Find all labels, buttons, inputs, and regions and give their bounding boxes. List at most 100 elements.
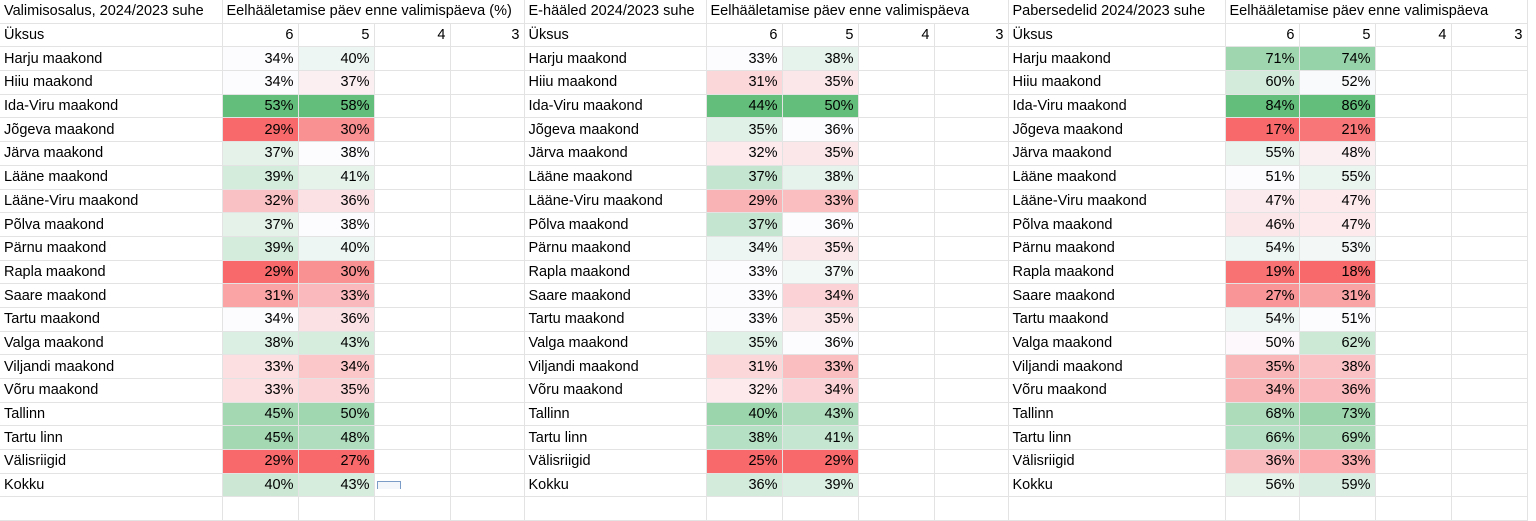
unit-name-cell[interactable]: Rapla maakond — [524, 260, 707, 285]
day-column-header[interactable]: 6 — [706, 23, 783, 48]
section-subtitle-evotes[interactable]: Eelhääletamise päev enne valimispäeva — [706, 0, 1009, 24]
percent-cell[interactable]: 31% — [222, 283, 299, 308]
unit-name-cell[interactable]: Ida-Viru maakond — [0, 94, 223, 119]
percent-cell[interactable]: 35% — [782, 236, 859, 261]
percent-cell[interactable]: 41% — [298, 165, 375, 190]
unit-name-cell[interactable]: Tallinn — [524, 402, 707, 427]
unit-name-cell[interactable]: Lääne-Viru maakond — [524, 189, 707, 214]
empty-cell[interactable] — [706, 496, 783, 521]
empty-cell[interactable] — [1375, 378, 1452, 403]
day-column-header[interactable]: 3 — [934, 23, 1009, 48]
percent-cell[interactable]: 35% — [782, 141, 859, 166]
empty-cell[interactable] — [1451, 236, 1528, 261]
empty-cell[interactable] — [934, 189, 1009, 214]
percent-cell[interactable]: 34% — [222, 46, 299, 72]
percent-cell[interactable]: 17% — [1225, 117, 1300, 143]
percent-cell[interactable]: 45% — [222, 425, 299, 451]
empty-cell[interactable] — [374, 117, 451, 143]
empty-cell[interactable] — [1451, 354, 1528, 379]
percent-cell[interactable]: 50% — [1225, 331, 1300, 356]
empty-cell[interactable] — [934, 473, 1009, 498]
empty-cell[interactable] — [374, 165, 451, 190]
percent-cell[interactable]: 29% — [222, 117, 299, 143]
empty-cell[interactable] — [450, 236, 525, 261]
percent-cell[interactable]: 44% — [706, 94, 783, 119]
percent-cell[interactable]: 33% — [222, 378, 299, 403]
empty-cell[interactable] — [1225, 496, 1300, 521]
day-column-header[interactable]: 3 — [1451, 23, 1528, 48]
percent-cell[interactable]: 38% — [222, 331, 299, 356]
empty-cell[interactable] — [1451, 402, 1528, 427]
unit-name-cell[interactable]: Lääne maakond — [524, 165, 707, 190]
percent-cell[interactable]: 69% — [1299, 425, 1376, 451]
percent-cell[interactable]: 86% — [1299, 94, 1376, 119]
percent-cell[interactable]: 36% — [298, 307, 375, 332]
unit-name-cell[interactable]: Tartu maakond — [0, 307, 223, 332]
empty-cell[interactable] — [1375, 70, 1452, 95]
empty-cell[interactable] — [1451, 331, 1528, 356]
empty-cell[interactable] — [450, 354, 525, 379]
percent-cell[interactable]: 39% — [782, 473, 859, 498]
percent-cell[interactable]: 59% — [1299, 473, 1376, 498]
day-column-header[interactable]: 4 — [858, 23, 935, 48]
empty-cell[interactable] — [450, 283, 525, 308]
percent-cell[interactable]: 38% — [782, 46, 859, 72]
day-column-header[interactable]: 6 — [1225, 23, 1300, 48]
percent-cell[interactable]: 34% — [782, 283, 859, 308]
empty-cell[interactable] — [450, 212, 525, 237]
unit-name-cell[interactable]: Lääne maakond — [1008, 165, 1226, 190]
percent-cell[interactable]: 35% — [782, 307, 859, 332]
percent-cell[interactable]: 31% — [706, 354, 783, 379]
unit-name-cell[interactable]: Kokku — [524, 473, 707, 498]
percent-cell[interactable]: 55% — [1225, 141, 1300, 166]
percent-cell[interactable]: 51% — [1299, 307, 1376, 332]
percent-cell[interactable]: 34% — [1225, 378, 1300, 403]
percent-cell[interactable]: 18% — [1299, 260, 1376, 285]
unit-name-cell[interactable]: Tartu maakond — [524, 307, 707, 332]
unit-name-cell[interactable]: Ida-Viru maakond — [524, 94, 707, 119]
empty-cell[interactable] — [450, 70, 525, 95]
empty-cell[interactable] — [1375, 331, 1452, 356]
percent-cell[interactable]: 50% — [782, 94, 859, 119]
empty-cell[interactable] — [1451, 46, 1528, 72]
unit-name-cell[interactable]: Võru maakond — [0, 378, 223, 403]
empty-cell[interactable] — [934, 70, 1009, 95]
empty-cell[interactable] — [1375, 236, 1452, 261]
empty-cell[interactable] — [934, 331, 1009, 356]
empty-cell[interactable] — [858, 496, 935, 521]
unit-name-cell[interactable]: Järva maakond — [0, 141, 223, 166]
percent-cell[interactable]: 47% — [1225, 189, 1300, 214]
percent-cell[interactable]: 33% — [706, 260, 783, 285]
empty-cell[interactable] — [1008, 496, 1226, 521]
empty-cell[interactable] — [374, 236, 451, 261]
unit-column-header[interactable]: Üksus — [524, 23, 707, 48]
percent-cell[interactable]: 21% — [1299, 117, 1376, 143]
unit-name-cell[interactable]: Harju maakond — [1008, 46, 1226, 72]
unit-name-cell[interactable]: Põlva maakond — [0, 212, 223, 237]
empty-cell[interactable] — [450, 473, 525, 498]
percent-cell[interactable]: 29% — [782, 449, 859, 474]
unit-name-cell[interactable]: Järva maakond — [1008, 141, 1226, 166]
empty-cell[interactable] — [934, 378, 1009, 403]
empty-cell[interactable] — [1451, 449, 1528, 474]
unit-name-cell[interactable]: Lääne-Viru maakond — [1008, 189, 1226, 214]
percent-cell[interactable]: 36% — [298, 189, 375, 214]
percent-cell[interactable]: 68% — [1225, 402, 1300, 427]
empty-cell[interactable] — [450, 94, 525, 119]
empty-cell[interactable] — [858, 46, 935, 72]
empty-cell[interactable] — [858, 165, 935, 190]
day-column-header[interactable]: 6 — [222, 23, 299, 48]
percent-cell[interactable]: 66% — [1225, 425, 1300, 451]
unit-name-cell[interactable]: Pärnu maakond — [1008, 236, 1226, 261]
empty-cell[interactable] — [450, 165, 525, 190]
section-title-turnout[interactable]: Valimisosalus, 2024/2023 suhe — [0, 0, 223, 24]
empty-cell[interactable] — [374, 425, 451, 451]
empty-cell[interactable] — [934, 283, 1009, 308]
empty-cell[interactable] — [1375, 425, 1452, 451]
unit-name-cell[interactable]: Põlva maakond — [1008, 212, 1226, 237]
day-column-header[interactable]: 5 — [1299, 23, 1376, 48]
unit-name-cell[interactable]: Järva maakond — [524, 141, 707, 166]
percent-cell[interactable]: 33% — [298, 283, 375, 308]
percent-cell[interactable]: 56% — [1225, 473, 1300, 498]
empty-cell[interactable] — [1451, 117, 1528, 143]
